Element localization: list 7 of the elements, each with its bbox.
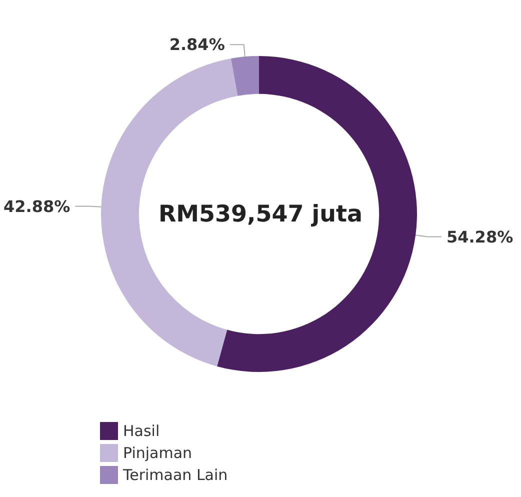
data-label: 2.84%	[169, 35, 225, 54]
data-label: 54.28%	[446, 227, 514, 246]
legend-label: Pinjaman	[123, 444, 192, 462]
legend-label: Terimaan Lain	[122, 466, 228, 484]
legend-label: Hasil	[123, 422, 160, 440]
text: RM539,547 juta	[158, 202, 363, 228]
data-label: 42.88%	[4, 196, 70, 216]
